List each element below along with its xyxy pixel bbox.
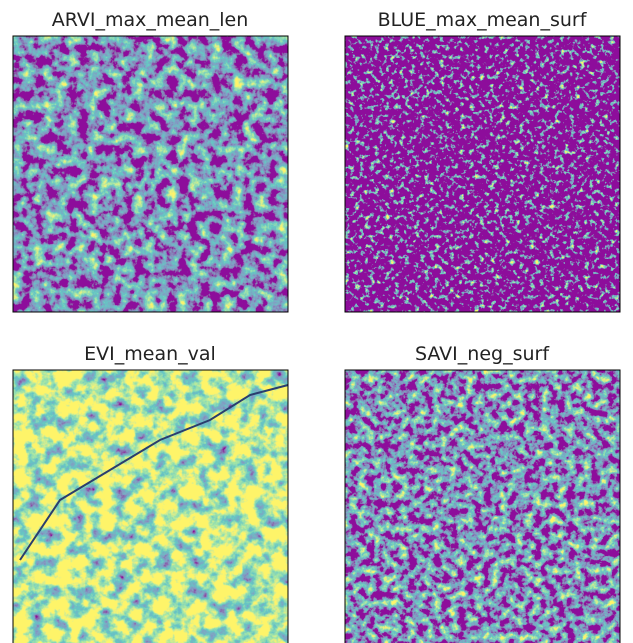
raster-image bbox=[345, 370, 620, 643]
raster-image bbox=[13, 370, 288, 643]
raster-image bbox=[13, 36, 288, 312]
panel-title: EVI_mean_val bbox=[84, 343, 216, 365]
panel-title: SAVI_neg_surf bbox=[415, 343, 550, 365]
figure: ARVI_max_mean_len BLUE_max_mean_surf EVI… bbox=[0, 0, 633, 643]
panel-title: ARVI_max_mean_len bbox=[52, 9, 249, 31]
raster-image bbox=[345, 36, 620, 312]
panel-title: BLUE_max_mean_surf bbox=[378, 9, 588, 31]
